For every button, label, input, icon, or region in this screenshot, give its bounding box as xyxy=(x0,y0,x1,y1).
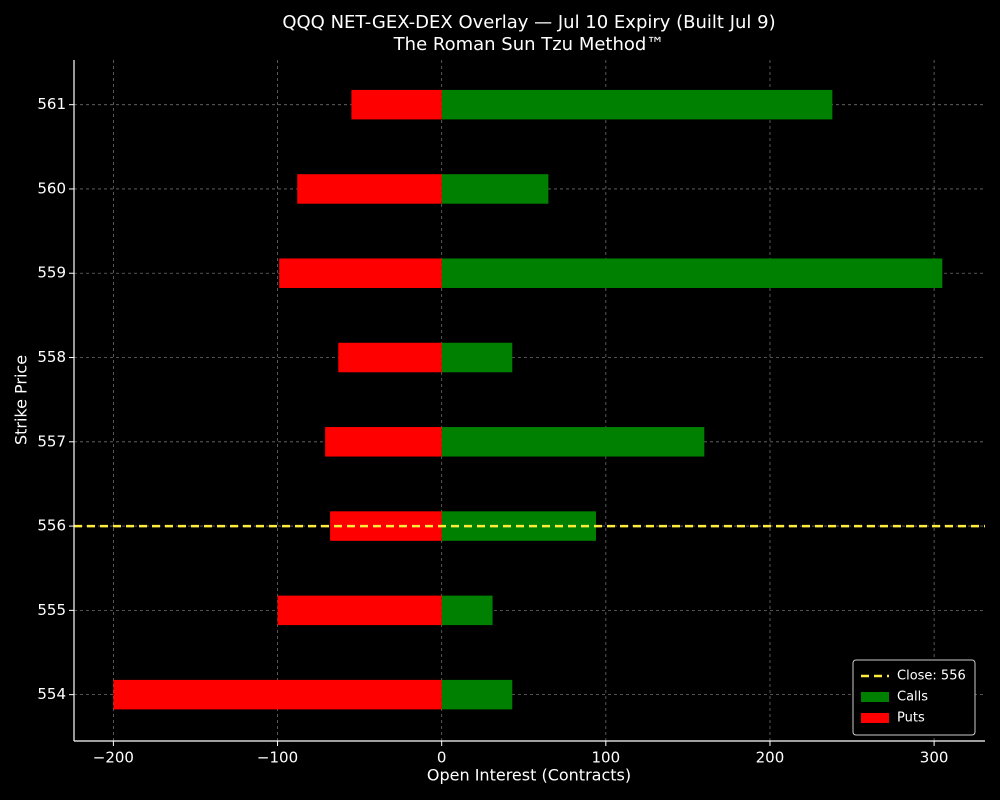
bar xyxy=(441,89,833,120)
y-tick-label: 560 xyxy=(37,179,66,197)
bar xyxy=(279,258,442,288)
y-tick-label: 557 xyxy=(37,432,66,450)
x-tick-label: 100 xyxy=(592,749,621,767)
y-tick-label: 556 xyxy=(37,517,66,535)
y-tick-label: 559 xyxy=(37,264,66,282)
bar xyxy=(441,174,549,204)
bar xyxy=(330,511,442,541)
bar xyxy=(441,342,513,373)
x-tick-label: 200 xyxy=(756,749,785,767)
bar xyxy=(441,258,943,288)
x-tick-label: 0 xyxy=(437,749,447,767)
x-tick-label: 300 xyxy=(920,749,949,767)
x-tick-label: −200 xyxy=(93,749,134,767)
bar xyxy=(441,427,705,457)
bar xyxy=(441,679,513,710)
y-axis-label: Strike Price xyxy=(12,355,31,445)
bar xyxy=(441,595,493,626)
bar xyxy=(338,342,442,373)
legend-label: Calls xyxy=(897,690,928,705)
bar xyxy=(113,679,442,710)
y-tick-label: 561 xyxy=(37,95,66,113)
legend-swatch xyxy=(861,713,889,723)
y-tick-label: 558 xyxy=(37,348,66,366)
x-tick-label: −100 xyxy=(257,749,298,767)
bar xyxy=(351,89,442,120)
bar xyxy=(297,174,442,204)
y-tick-label: 554 xyxy=(37,685,66,703)
y-tick-label: 555 xyxy=(37,601,66,619)
legend-label: Puts xyxy=(897,711,925,726)
x-axis-label: Open Interest (Contracts) xyxy=(427,766,631,785)
legend-label: Close: 556 xyxy=(897,669,966,684)
bar xyxy=(277,595,442,626)
chart-title: QQQ NET-GEX-DEX Overlay — Jul 10 Expiry … xyxy=(282,12,775,33)
bar xyxy=(325,427,442,457)
chart-subtitle: The Roman Sun Tzu Method™ xyxy=(393,34,665,55)
legend-swatch xyxy=(861,692,889,702)
